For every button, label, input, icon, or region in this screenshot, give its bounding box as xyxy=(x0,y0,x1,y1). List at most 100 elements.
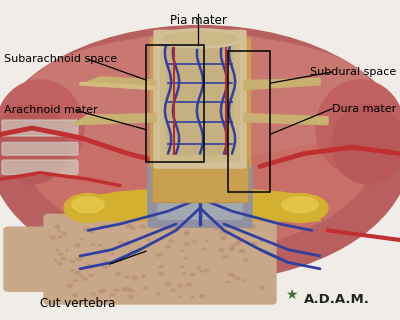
Text: A.D.A.M.: A.D.A.M. xyxy=(304,292,370,306)
Text: Dura mater: Dura mater xyxy=(332,104,396,114)
Ellipse shape xyxy=(61,257,65,260)
Ellipse shape xyxy=(199,294,205,298)
Text: Subdural space: Subdural space xyxy=(310,67,396,77)
Ellipse shape xyxy=(166,245,171,248)
Ellipse shape xyxy=(51,236,56,239)
Text: ★: ★ xyxy=(286,288,298,302)
Ellipse shape xyxy=(100,289,106,292)
Ellipse shape xyxy=(102,266,108,269)
Ellipse shape xyxy=(219,248,224,251)
FancyBboxPatch shape xyxy=(4,227,72,291)
Ellipse shape xyxy=(58,230,61,232)
Ellipse shape xyxy=(72,294,77,297)
Ellipse shape xyxy=(0,104,68,184)
Ellipse shape xyxy=(98,244,101,246)
Ellipse shape xyxy=(241,250,245,252)
Ellipse shape xyxy=(224,234,227,235)
Ellipse shape xyxy=(132,276,137,279)
Polygon shape xyxy=(80,83,156,90)
Ellipse shape xyxy=(84,228,89,231)
Ellipse shape xyxy=(179,296,182,298)
Ellipse shape xyxy=(129,251,134,253)
Ellipse shape xyxy=(0,80,84,176)
Ellipse shape xyxy=(248,226,254,229)
Ellipse shape xyxy=(174,227,178,229)
Ellipse shape xyxy=(92,244,95,245)
Ellipse shape xyxy=(177,229,180,230)
Ellipse shape xyxy=(244,259,248,261)
Ellipse shape xyxy=(87,265,91,267)
Ellipse shape xyxy=(0,26,400,282)
Ellipse shape xyxy=(132,228,136,229)
Ellipse shape xyxy=(198,267,201,268)
FancyBboxPatch shape xyxy=(158,171,242,219)
Ellipse shape xyxy=(154,224,157,226)
Text: Pia mater: Pia mater xyxy=(170,14,226,28)
Ellipse shape xyxy=(147,239,150,241)
Ellipse shape xyxy=(80,275,84,277)
Ellipse shape xyxy=(123,243,129,246)
Ellipse shape xyxy=(221,236,226,239)
Ellipse shape xyxy=(162,266,164,267)
Ellipse shape xyxy=(128,295,133,298)
Ellipse shape xyxy=(260,240,263,242)
Ellipse shape xyxy=(282,197,318,213)
Ellipse shape xyxy=(75,293,78,295)
Ellipse shape xyxy=(70,270,74,271)
Ellipse shape xyxy=(236,277,240,280)
Ellipse shape xyxy=(178,285,180,287)
Ellipse shape xyxy=(230,248,234,250)
FancyBboxPatch shape xyxy=(161,31,239,161)
Ellipse shape xyxy=(126,225,132,228)
FancyBboxPatch shape xyxy=(154,30,246,168)
Ellipse shape xyxy=(190,274,194,276)
Ellipse shape xyxy=(316,80,400,176)
Ellipse shape xyxy=(114,289,119,292)
Ellipse shape xyxy=(116,272,120,275)
Ellipse shape xyxy=(122,288,127,291)
FancyBboxPatch shape xyxy=(2,142,78,155)
Polygon shape xyxy=(80,189,320,221)
Ellipse shape xyxy=(162,32,238,45)
Ellipse shape xyxy=(140,225,146,228)
Text: Cut vertebra: Cut vertebra xyxy=(40,297,116,310)
Ellipse shape xyxy=(118,258,123,261)
Ellipse shape xyxy=(243,279,246,281)
Text: Arachnoid mater: Arachnoid mater xyxy=(4,105,98,116)
FancyBboxPatch shape xyxy=(44,214,276,304)
Ellipse shape xyxy=(332,104,400,184)
Ellipse shape xyxy=(202,248,205,250)
Ellipse shape xyxy=(67,284,73,287)
Ellipse shape xyxy=(193,241,196,243)
FancyBboxPatch shape xyxy=(167,31,233,155)
Ellipse shape xyxy=(185,258,188,259)
Ellipse shape xyxy=(228,273,231,275)
Ellipse shape xyxy=(227,281,230,283)
Ellipse shape xyxy=(184,232,189,235)
Ellipse shape xyxy=(20,32,380,250)
Ellipse shape xyxy=(143,287,148,290)
FancyBboxPatch shape xyxy=(2,120,78,136)
Ellipse shape xyxy=(112,253,114,255)
Ellipse shape xyxy=(129,290,134,292)
Bar xyxy=(240,38,250,166)
Polygon shape xyxy=(244,78,320,90)
FancyBboxPatch shape xyxy=(2,160,78,174)
Ellipse shape xyxy=(125,288,131,291)
Ellipse shape xyxy=(169,240,173,242)
Ellipse shape xyxy=(191,296,194,298)
Ellipse shape xyxy=(231,274,234,275)
Ellipse shape xyxy=(165,283,171,285)
Ellipse shape xyxy=(180,266,183,268)
Ellipse shape xyxy=(156,254,161,256)
Ellipse shape xyxy=(89,231,94,233)
Ellipse shape xyxy=(58,253,63,255)
Ellipse shape xyxy=(236,242,240,244)
Ellipse shape xyxy=(96,251,99,252)
Ellipse shape xyxy=(62,233,66,235)
Ellipse shape xyxy=(64,194,112,222)
Ellipse shape xyxy=(219,231,222,233)
Ellipse shape xyxy=(76,258,82,260)
Ellipse shape xyxy=(222,231,225,233)
Ellipse shape xyxy=(126,276,130,278)
